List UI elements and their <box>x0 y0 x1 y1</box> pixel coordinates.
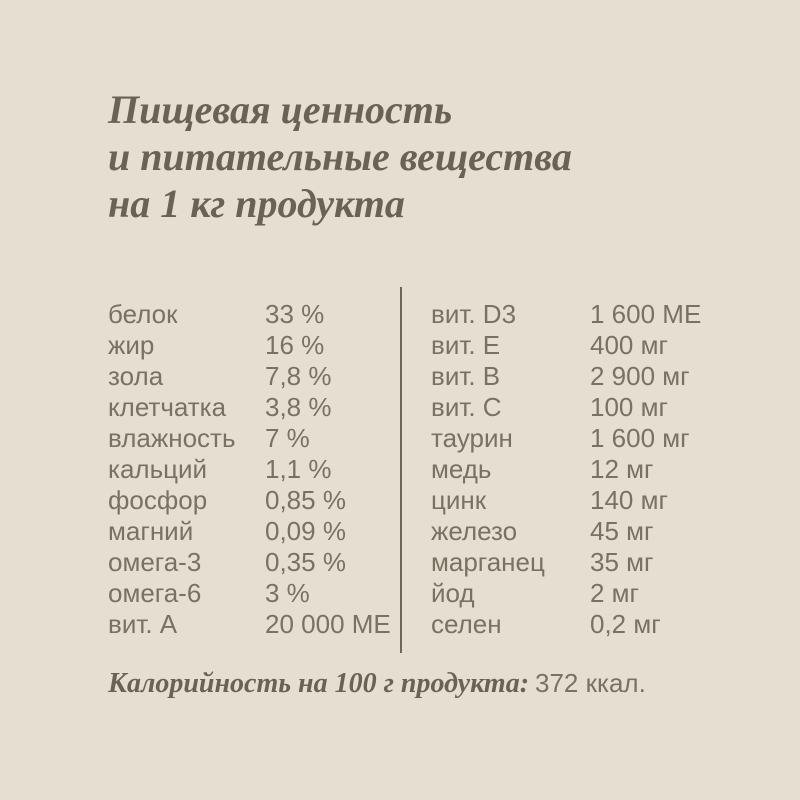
nutrient-label: вит. C <box>431 392 502 422</box>
nutrients-column-right: вит. D3 1 600 МЕ вит. E 400 мг вит. B 2 900… <box>431 299 761 640</box>
table-row: вит. E 400 мг <box>431 330 761 361</box>
nutrient-label: вит. A <box>108 609 178 639</box>
table-row: вит. D3 1 600 МЕ <box>431 299 761 330</box>
nutrient-label: вит. D3 <box>431 299 517 329</box>
nutrient-value: 2 900 мг <box>590 361 690 391</box>
nutrient-value: 1 600 мг <box>590 423 690 453</box>
nutrient-value: 2 мг <box>590 578 640 608</box>
table-row: вит. B 2 900 мг <box>431 361 761 392</box>
table-row: белок 33 % <box>108 299 400 330</box>
table-row: зола 7,8 % <box>108 361 400 392</box>
table-row: селен 0,2 мг <box>431 609 761 640</box>
nutrient-value: 35 мг <box>590 547 654 577</box>
title-line-3: на 1 кг продукта <box>108 181 405 226</box>
column-divider <box>400 287 402 653</box>
nutrient-value: 0,09 % <box>265 516 346 546</box>
table-row: клетчатка 3,8 % <box>108 392 400 423</box>
nutrient-label: вит. E <box>431 330 501 360</box>
nutrient-value: 100 мг <box>590 392 668 422</box>
page-title: Пищевая ценность и питательные вещества … <box>108 86 572 227</box>
nutrient-label: йод <box>431 578 475 608</box>
nutrient-label: вит. B <box>431 361 501 391</box>
table-row: омега-3 0,35 % <box>108 547 400 578</box>
nutrient-value: 20 000 МЕ <box>265 609 391 639</box>
table-row: вит. C 100 мг <box>431 392 761 423</box>
nutrient-value: 3,8 % <box>265 392 332 422</box>
nutrient-label: влажность <box>108 423 236 453</box>
nutrient-value: 0,85 % <box>265 485 346 515</box>
nutrient-label: жир <box>108 330 155 360</box>
table-row: йод 2 мг <box>431 578 761 609</box>
nutrient-label: марганец <box>431 547 545 577</box>
table-row: железо 45 мг <box>431 516 761 547</box>
nutrient-label: кальций <box>108 454 208 484</box>
nutrient-value: 1 600 МЕ <box>590 299 702 329</box>
nutrient-label: железо <box>431 516 518 546</box>
nutrient-label: магний <box>108 516 194 546</box>
nutrient-value: 3 % <box>265 578 310 608</box>
nutrient-value: 16 % <box>265 330 325 360</box>
nutrient-label: омега-6 <box>108 578 202 608</box>
table-row: вит. A 20 000 МЕ <box>108 609 400 640</box>
nutrient-value: 0,2 мг <box>590 609 661 639</box>
table-row: омега-6 3 % <box>108 578 400 609</box>
calories-value: 372 ккал. <box>535 668 646 698</box>
nutrients-column-left: белок 33 % жир 16 % зола 7,8 % клетчатка 3,8… <box>108 299 400 640</box>
title-line-1: Пищевая ценность <box>108 87 453 132</box>
nutrient-label: цинк <box>431 485 487 515</box>
calories-footer: Калорийность на 100 г продукта: 372 ккал. <box>108 668 646 700</box>
nutrient-value: 400 мг <box>590 330 668 360</box>
nutrient-value: 140 мг <box>590 485 668 515</box>
table-row: марганец 35 мг <box>431 547 761 578</box>
table-row: таурин 1 600 мг <box>431 423 761 454</box>
nutrient-value: 45 мг <box>590 516 654 546</box>
nutrient-label: белок <box>108 299 178 329</box>
title-line-2: и питательные вещества <box>108 134 572 179</box>
table-row: влажность 7 % <box>108 423 400 454</box>
table-row: кальций 1,1 % <box>108 454 400 485</box>
nutrient-label: омега-3 <box>108 547 202 577</box>
table-row: медь 12 мг <box>431 454 761 485</box>
nutrient-label: селен <box>431 609 502 639</box>
table-row: магний 0,09 % <box>108 516 400 547</box>
table-row: фосфор 0,85 % <box>108 485 400 516</box>
calories-label: Калорийность на 100 г продукта: <box>108 668 530 699</box>
nutrient-value: 12 мг <box>590 454 654 484</box>
nutrient-value: 0,35 % <box>265 547 346 577</box>
table-row: цинк 140 мг <box>431 485 761 516</box>
nutrient-label: медь <box>431 454 492 484</box>
nutrient-label: клетчатка <box>108 392 227 422</box>
nutrient-value: 33 % <box>265 299 325 329</box>
nutrient-label: фосфор <box>108 485 208 515</box>
nutrient-label: таурин <box>431 423 513 453</box>
nutrient-value: 1,1 % <box>265 454 332 484</box>
nutrient-value: 7 % <box>265 423 310 453</box>
table-row: жир 16 % <box>108 330 400 361</box>
nutrient-label: зола <box>108 361 164 391</box>
nutrient-value: 7,8 % <box>265 361 332 391</box>
